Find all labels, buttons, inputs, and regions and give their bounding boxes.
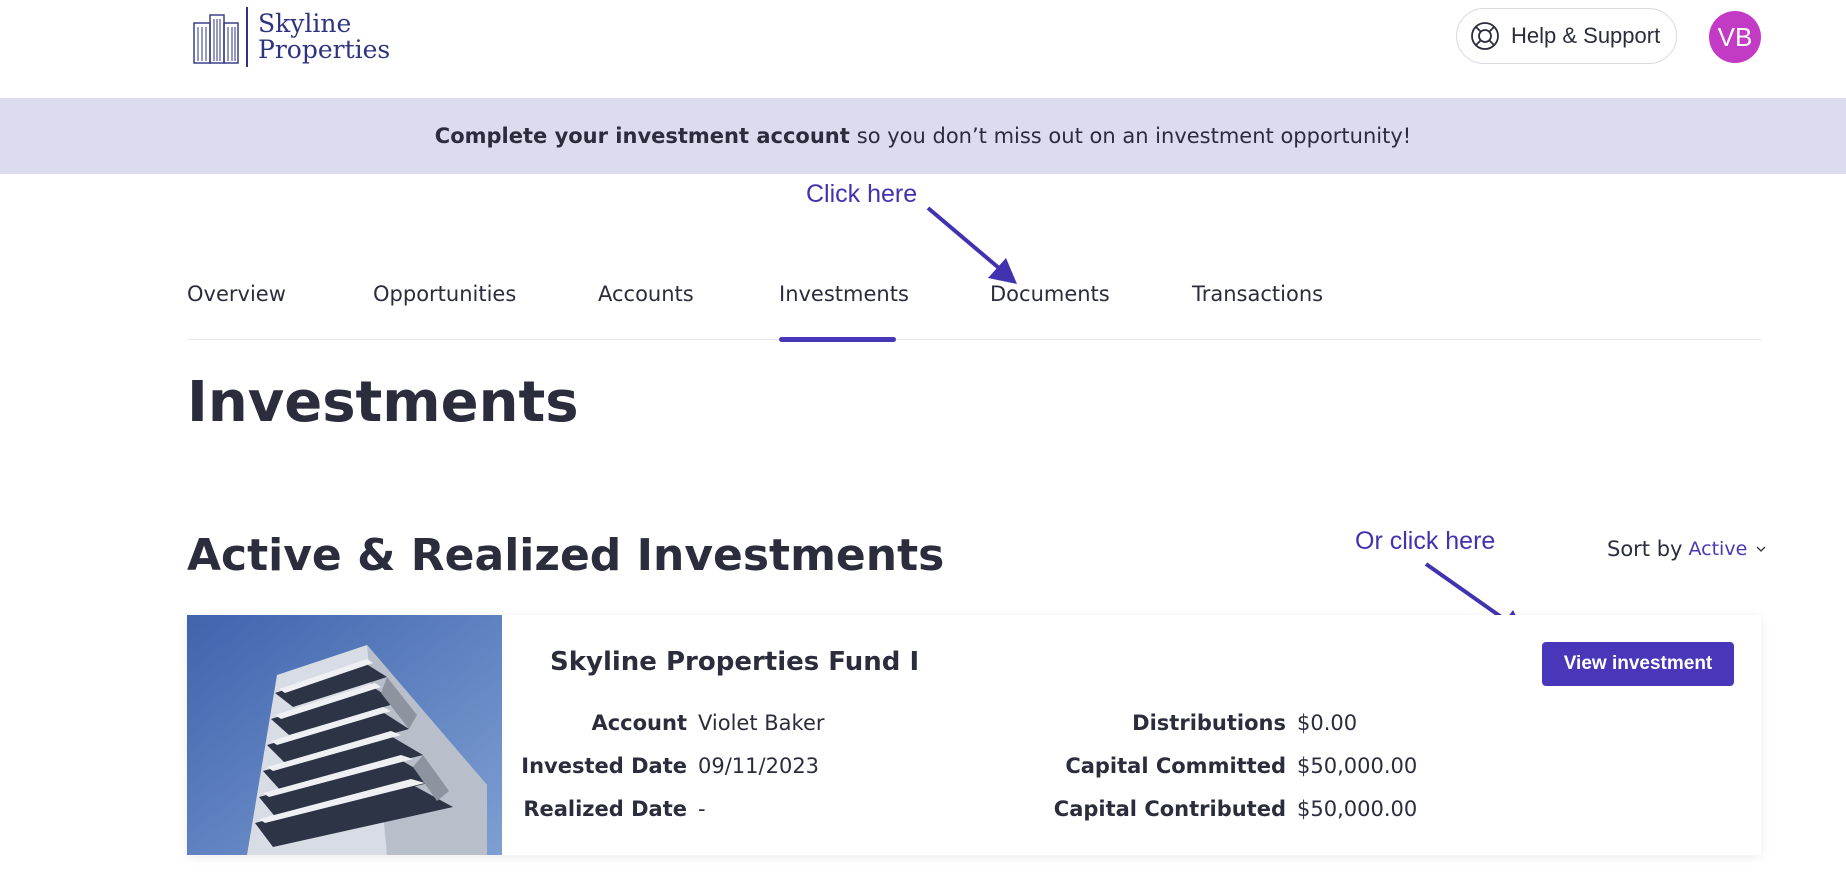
annotation-click-here: Click here: [806, 180, 918, 208]
chevron-down-icon: [1756, 546, 1766, 552]
capital-committed-value: $50,000.00: [1297, 754, 1418, 778]
sort-dropdown[interactable]: Sort by Active: [1607, 537, 1767, 561]
logo-text: Skyline Properties: [258, 11, 390, 63]
realized-date-label: Realized Date: [523, 797, 687, 821]
account-value: Violet Baker: [698, 711, 825, 735]
tab-investments[interactable]: Investments: [779, 282, 909, 306]
annotation-or-click-here: Or click here: [1355, 527, 1496, 555]
invested-date-value: 09/11/2023: [698, 754, 820, 778]
logo-line-2: Properties: [258, 35, 391, 64]
section-title: Active & Realized Investments: [187, 530, 945, 581]
avatar[interactable]: VB: [1709, 11, 1761, 63]
banner-text: so you don’t miss out on an investment o…: [856, 124, 1412, 148]
property-image: [187, 615, 502, 855]
tab-transactions[interactable]: Transactions: [1192, 282, 1324, 306]
investment-card: Skyline Properties Fund I View investmen…: [187, 615, 1761, 855]
active-tab-indicator: [779, 337, 896, 342]
tab-overview[interactable]: Overview: [187, 282, 286, 306]
tab-documents[interactable]: Documents: [990, 282, 1110, 306]
sort-value: Active: [1688, 538, 1748, 560]
logo[interactable]: Skyline Properties: [192, 6, 390, 68]
capital-contributed-label: Capital Contributed: [1053, 797, 1286, 821]
sort-label: Sort by: [1607, 537, 1683, 561]
account-completion-banner: Complete your investment account so you …: [0, 98, 1846, 174]
help-support-label: Help & Support: [1511, 23, 1661, 48]
capital-committed-label: Capital Committed: [1065, 754, 1286, 778]
capital-contributed-value: $50,000.00: [1297, 797, 1418, 821]
lifebuoy-icon: [1471, 22, 1499, 50]
realized-date-value: -: [698, 797, 706, 821]
page-title: Investments: [187, 370, 579, 435]
banner-bold-text[interactable]: Complete your investment account: [434, 124, 850, 148]
tab-accounts[interactable]: Accounts: [598, 282, 694, 306]
view-investment-button[interactable]: View investment: [1542, 642, 1734, 686]
logo-line-1: Skyline: [258, 9, 352, 38]
top-header: Skyline Properties Help & Support VB: [0, 0, 1846, 98]
help-support-button[interactable]: Help & Support: [1456, 8, 1677, 64]
investment-name[interactable]: Skyline Properties Fund I: [550, 647, 920, 677]
invested-date-label: Invested Date: [521, 754, 687, 778]
distributions-label: Distributions: [1132, 711, 1286, 735]
distributions-value: $0.00: [1297, 711, 1358, 735]
annotation-arrow-documents: [926, 206, 1017, 284]
logo-divider: [246, 7, 248, 67]
account-label: Account: [591, 711, 687, 735]
main-tabs: Overview Opportunities Accounts Investme…: [187, 270, 1761, 342]
tab-opportunities[interactable]: Opportunities: [373, 282, 517, 306]
building-icon: [193, 14, 239, 64]
